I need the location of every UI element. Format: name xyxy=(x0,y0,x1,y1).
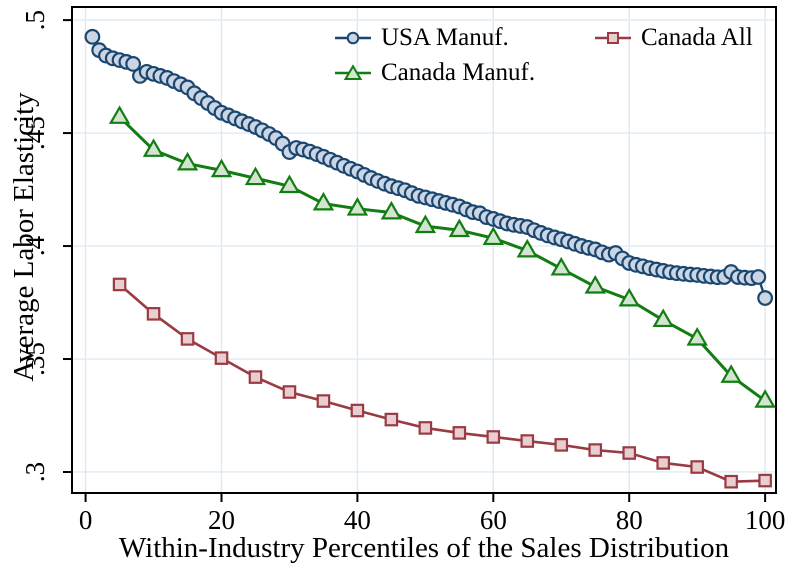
data-point-canada-manuf xyxy=(278,174,301,194)
data-point-canada-all xyxy=(146,307,161,321)
data-point-usa-manuf xyxy=(757,290,774,306)
y-tick-label: .4 xyxy=(20,235,50,256)
data-point-canada-manuf xyxy=(448,218,471,238)
data-point-canada-manuf xyxy=(244,166,267,186)
data-point-canada-all xyxy=(418,421,433,435)
legend-item-usa-manuf: USA Manuf. xyxy=(334,24,509,52)
data-point-canada-manuf xyxy=(720,364,742,383)
y-axis-title: Average Labor Elasticity xyxy=(8,92,40,382)
data-point-canada-manuf xyxy=(516,238,538,258)
data-point-canada-all xyxy=(520,434,535,448)
circle-marker-icon xyxy=(334,29,372,47)
legend-item-canada-all: Canada All xyxy=(594,24,753,52)
data-point-canada-manuf xyxy=(346,197,369,216)
plot-border xyxy=(71,6,777,494)
data-point-canada-all xyxy=(452,426,467,440)
data-point-canada-all xyxy=(384,412,399,427)
x-tick-label: 0 xyxy=(79,505,93,535)
data-point-canada-manuf xyxy=(482,226,505,246)
legend-label: Canada All xyxy=(641,24,753,51)
data-point-canada-all xyxy=(112,277,127,292)
data-point-canada-manuf xyxy=(142,138,165,157)
data-point-canada-manuf xyxy=(414,214,437,234)
square-marker-icon xyxy=(594,29,632,47)
y-tick-label: .5 xyxy=(20,10,50,30)
data-point-canada-all xyxy=(656,456,670,470)
x-tick-label: 80 xyxy=(616,505,643,535)
x-tick-label: 20 xyxy=(208,505,235,535)
data-point-canada-all xyxy=(554,438,569,452)
data-point-canada-all xyxy=(282,385,297,399)
data-point-canada-all xyxy=(588,443,603,457)
data-point-canada-all xyxy=(724,474,738,489)
data-point-canada-manuf xyxy=(584,275,606,294)
y-tick-label: .35 xyxy=(20,342,50,376)
data-point-canada-all xyxy=(248,370,263,384)
data-point-canada-all xyxy=(486,430,501,444)
data-point-canada-manuf xyxy=(108,105,131,124)
data-point-canada-manuf xyxy=(618,287,640,307)
legend-label: Canada Manuf. xyxy=(381,59,536,86)
series-line-canada-all xyxy=(118,283,766,484)
data-point-canada-manuf xyxy=(550,256,572,276)
data-point-canada-manuf xyxy=(686,326,708,346)
x-tick-label: 60 xyxy=(480,505,507,535)
data-point-canada-all xyxy=(758,473,772,488)
data-point-canada-all xyxy=(180,332,195,346)
data-point-canada-all xyxy=(214,351,229,365)
data-point-usa-manuf xyxy=(84,28,101,45)
data-point-usa-manuf xyxy=(125,56,142,72)
data-point-canada-all xyxy=(622,446,637,460)
y-tick-label: .3 xyxy=(20,462,50,482)
data-point-canada-manuf xyxy=(210,158,233,178)
data-point-usa-manuf xyxy=(750,269,767,285)
legend-item-canada-manuf: Canada Manuf. xyxy=(334,59,535,87)
x-tick-label: 100 xyxy=(745,505,786,535)
data-point-canada-all xyxy=(690,460,704,474)
data-point-canada-all xyxy=(316,394,331,408)
data-point-canada-manuf xyxy=(652,308,674,328)
data-point-canada-all xyxy=(350,403,365,418)
triangle-marker-icon xyxy=(334,64,372,82)
x-tick-label: 40 xyxy=(344,505,371,535)
data-point-canada-manuf xyxy=(380,200,403,220)
x-axis-title: Within-Industry Percentiles of the Sales… xyxy=(118,532,730,564)
data-point-canada-manuf xyxy=(312,191,335,211)
legend-label: USA Manuf. xyxy=(381,24,509,51)
data-point-canada-manuf xyxy=(176,151,199,171)
data-point-canada-manuf xyxy=(754,389,776,408)
y-tick-label: .45 xyxy=(20,116,50,150)
